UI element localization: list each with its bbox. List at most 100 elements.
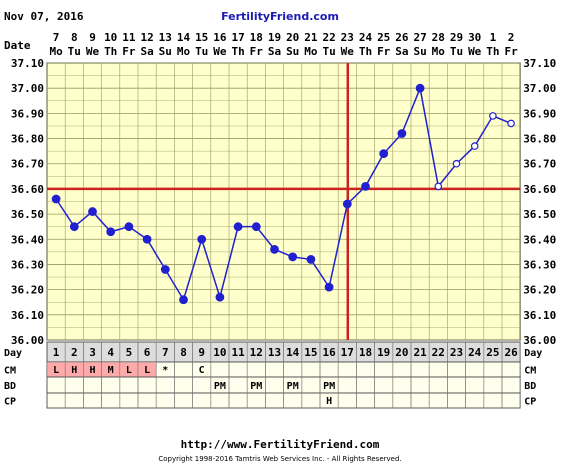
date-label: 12 xyxy=(140,31,153,44)
cm-fertile-cell xyxy=(119,362,138,377)
weekday-label: Sa xyxy=(395,45,408,58)
date-label: 23 xyxy=(341,31,354,44)
weekday-label: We xyxy=(341,45,355,58)
weekday-label: Mo xyxy=(432,45,446,58)
day-number: 22 xyxy=(432,346,445,359)
date-label: 11 xyxy=(122,31,136,44)
date-label: 17 xyxy=(231,31,244,44)
y-tick-label-right: 37.00 xyxy=(523,82,556,95)
date-label: 29 xyxy=(450,31,463,44)
date-label: 7 xyxy=(53,31,60,44)
weekday-label: Fr xyxy=(250,45,264,58)
weekday-labels: Mo Tu We Th Fr Sa Su Mo Tu We Th Fr Sa Su Mo Tu We Th Fr Sa… xyxy=(49,45,518,58)
cm-value: M xyxy=(108,365,114,376)
cm-row-label: CM xyxy=(4,366,16,377)
temperature-point xyxy=(288,252,298,262)
cp-value: H xyxy=(326,396,332,407)
date-label: 19 xyxy=(268,31,281,44)
y-tick-label-right: 36.60 xyxy=(523,183,556,196)
day-number: 12 xyxy=(250,346,263,359)
day-number: 24 xyxy=(468,346,482,359)
cp-row-label-right: CP xyxy=(524,397,536,408)
temperature-point xyxy=(270,244,279,254)
temperature-point xyxy=(361,181,370,191)
cm-fertile-cell xyxy=(101,362,120,377)
temperature-point xyxy=(106,227,116,237)
temperature-point xyxy=(160,265,170,274)
day-number: 3 xyxy=(89,346,96,359)
weekday-label: We xyxy=(86,45,100,58)
weekday-label: Sa xyxy=(140,45,153,58)
day-number: 18 xyxy=(359,346,372,359)
day-number: 2 xyxy=(71,346,78,359)
temperature-point xyxy=(415,83,425,93)
temperature-point xyxy=(379,149,389,159)
date-label: 9 xyxy=(89,31,96,44)
date-label: 24 xyxy=(359,31,373,44)
weekday-label: Tu xyxy=(195,45,208,58)
y-tick-label: 37.10 xyxy=(11,57,44,70)
bd-value: PM xyxy=(214,381,226,392)
y-tick-label-right: 36.20 xyxy=(523,284,556,297)
cm-fertile-cell xyxy=(65,362,84,377)
y-tick-label: 36.40 xyxy=(11,233,44,246)
cm-fertile-cell xyxy=(83,362,102,377)
temperature-point xyxy=(452,159,461,168)
day-number: 16 xyxy=(322,346,336,359)
y-tick-label: 36.70 xyxy=(11,158,44,171)
y-tick-label: 36.10 xyxy=(11,309,44,322)
footer-url[interactable]: http://www.FertilityFriend.com xyxy=(181,438,380,451)
y-tick-label-right: 36.00 xyxy=(523,334,556,347)
y-tick-label-right: 36.70 xyxy=(523,158,556,171)
day-number: 1 xyxy=(53,346,60,359)
cm-fertile-cell xyxy=(47,362,66,377)
temperature-point xyxy=(342,199,352,209)
cm-value: L xyxy=(144,365,150,376)
date-label: 15 xyxy=(195,31,208,44)
weekday-label: Fr xyxy=(377,45,391,58)
y-tick-label-right: 36.50 xyxy=(523,208,556,221)
date-label: 25 xyxy=(377,31,390,44)
day-number: 14 xyxy=(286,346,300,359)
weekday-label: Su xyxy=(413,45,426,58)
temperature-point xyxy=(179,295,188,305)
weekday-label: Mo xyxy=(304,45,318,58)
y-axis-right: 36.00 36.10 36.20 36.30 36.40 36.50 36.60 36.70… xyxy=(523,57,556,347)
day-number: 6 xyxy=(144,346,151,359)
y-tick-label: 36.90 xyxy=(11,107,44,120)
temperature-point xyxy=(215,292,225,302)
day-number: 25 xyxy=(486,346,499,359)
temperature-point xyxy=(51,194,61,204)
weekday-label: We xyxy=(468,45,482,58)
cp-row-label: CP xyxy=(4,397,16,408)
date-label: 18 xyxy=(250,31,263,44)
cm-fertile-cell xyxy=(138,362,157,377)
bd-value: PM xyxy=(323,381,335,392)
day-number: 4 xyxy=(107,346,114,359)
day-number: 23 xyxy=(450,346,463,359)
weekday-label: Tu xyxy=(322,45,335,58)
day-row-label-right: Day xyxy=(524,348,542,359)
temperature-point xyxy=(324,282,334,292)
day-number: 17 xyxy=(341,346,354,359)
weekday-label: Su xyxy=(286,45,299,58)
date-labels: 7 8 9 10 11 12 13 14 15 16 17 18 19 20 21 22 23 24 25 26 27 2… xyxy=(53,31,515,44)
date-label: 26 xyxy=(395,31,409,44)
date-label: 8 xyxy=(71,31,78,44)
temperature-point xyxy=(251,222,261,232)
y-axis-left: 36.00 36.10 36.20 36.30 36.40 36.50 36.60 36.70… xyxy=(11,57,44,347)
day-number: 7 xyxy=(162,346,169,359)
date-label: 10 xyxy=(104,31,117,44)
y-tick-label-right: 36.40 xyxy=(523,233,556,246)
day-number: 13 xyxy=(268,346,281,359)
day-number: 11 xyxy=(231,346,245,359)
temperature-point xyxy=(489,112,497,120)
weekday-label: Th xyxy=(486,45,499,58)
cp-cell xyxy=(501,392,521,409)
weekday-label: Fr xyxy=(504,45,518,58)
date-label: 16 xyxy=(213,31,227,44)
cm-value: L xyxy=(53,365,59,376)
date-label: 28 xyxy=(432,31,445,44)
temperature-point xyxy=(470,142,479,150)
